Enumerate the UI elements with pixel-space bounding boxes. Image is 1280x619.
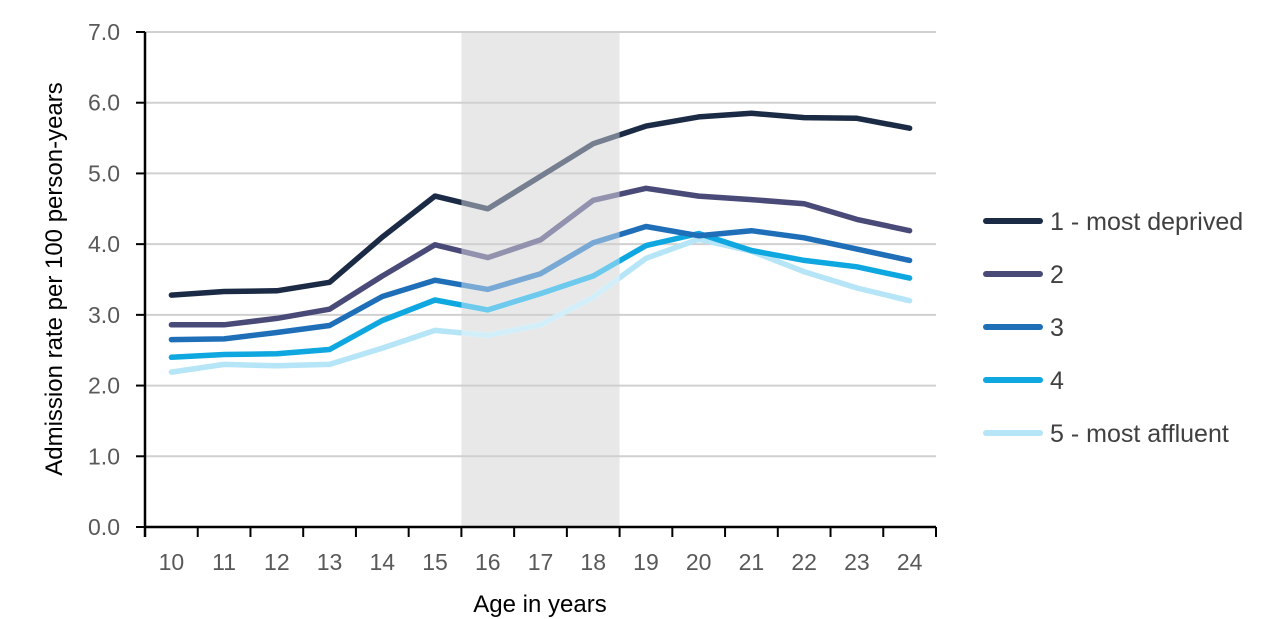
series-line-band-fade (461, 131, 620, 212)
x-tick-label: 22 (791, 549, 817, 575)
series-line-band-fade (461, 231, 620, 293)
x-tick-label: 11 (212, 549, 236, 575)
band-overlay (461, 131, 620, 339)
x-tick-label: 10 (159, 549, 185, 575)
shaded-age-band (461, 32, 620, 527)
legend: 1 - most deprived 2 3 4 5 - most affluent (983, 208, 1243, 448)
y-tick-label: 6.0 (88, 90, 120, 116)
legend-label: 1 - most deprived (1050, 208, 1243, 236)
legend-label: 4 (1050, 367, 1064, 395)
x-tick-label: 13 (317, 549, 343, 575)
x-tick-label: 16 (475, 549, 501, 575)
y-tick-label: 7.0 (88, 19, 120, 45)
series-line-band-fade (461, 274, 620, 339)
series-line (168, 185, 913, 328)
y-tick-labels: 0.0 1.0 2.0 3.0 4.0 5.0 6.0 7.0 (88, 19, 120, 540)
axes (143, 32, 937, 537)
y-tick-label: 3.0 (88, 302, 120, 328)
y-tick-label: 5.0 (88, 160, 120, 186)
x-tick-label: 17 (528, 549, 554, 575)
y-tick-label: 2.0 (88, 373, 120, 399)
x-tick-label: 23 (844, 549, 870, 575)
y-axis-title: Admission rate per 100 person-years (41, 82, 68, 476)
gridlines (136, 31, 936, 528)
x-tick-label: 19 (633, 549, 659, 575)
x-tick-label: 21 (739, 549, 765, 575)
series-line-band-fade (461, 191, 620, 261)
x-tick-label: 18 (580, 549, 606, 575)
legend-label: 2 (1050, 261, 1064, 289)
x-tick-label: 20 (686, 549, 712, 575)
x-tick-label: 15 (422, 549, 448, 575)
x-tick-label: 24 (897, 549, 923, 575)
series-line-band-fade (461, 257, 620, 313)
x-axis-title: Age in years (473, 591, 606, 618)
series-line (168, 230, 913, 361)
series-line (168, 110, 913, 298)
y-tick-label: 0.0 (88, 514, 120, 540)
series-line (168, 223, 913, 343)
legend-label: 5 - most affluent (1050, 420, 1229, 448)
y-tick-label: 1.0 (88, 443, 120, 469)
x-tick-label: 12 (264, 549, 290, 575)
x-tick-labels: 10 11 12 13 14 15 16 17 18 19 20 21 22 23 24 (159, 549, 923, 575)
series-line (168, 236, 913, 375)
series-lines (168, 110, 913, 375)
x-tick-label: 14 (370, 549, 396, 575)
y-tick-label: 4.0 (88, 231, 120, 257)
shaded-band (461, 32, 620, 527)
legend-label: 3 (1050, 314, 1064, 342)
